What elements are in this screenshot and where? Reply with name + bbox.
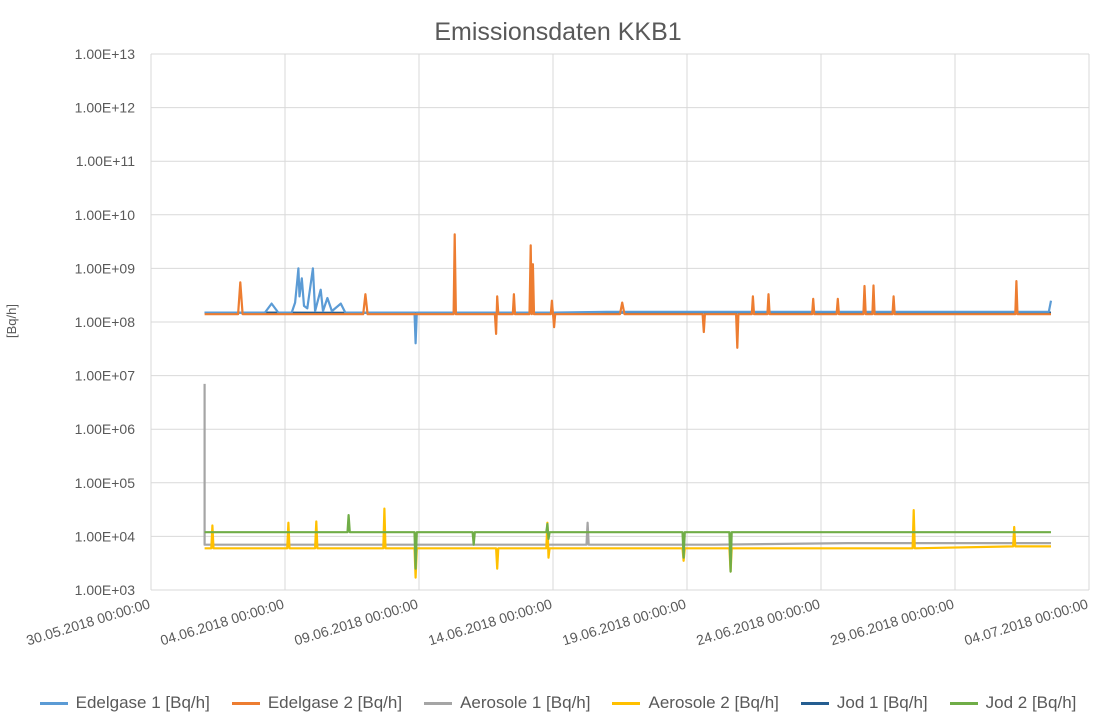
x-tick-label: 09.06.2018 00:00:00 — [292, 596, 420, 649]
y-tick-label: 1.00E+12 — [75, 100, 136, 116]
y-tick-label: 1.00E+08 — [75, 314, 136, 330]
y-tick-label: 1.00E+13 — [75, 46, 136, 62]
x-tick-label: 04.07.2018 00:00:00 — [962, 596, 1090, 649]
series-line-6 — [204, 513, 1051, 573]
y-tick-label: 1.00E+10 — [75, 207, 136, 223]
legend-item: Jod 1 [Bq/h] — [800, 693, 928, 713]
legend-item: Edelgase 1 [Bq/h] — [39, 693, 210, 713]
legend: Edelgase 1 [Bq/h] Edelgase 2 [Bq/h] Aeroso… — [0, 690, 1116, 716]
y-tick-label: 1.00E+05 — [75, 475, 136, 491]
grid — [150, 53, 1090, 591]
legend-label: Aerosole 2 [Bq/h] — [648, 693, 779, 712]
legend-label: Aerosole 1 [Bq/h] — [460, 693, 591, 712]
y-tick-label: 1.00E+09 — [75, 260, 136, 276]
legend-swatch — [949, 701, 978, 705]
y-tick-label: 1.00E+03 — [75, 582, 136, 598]
legend-swatch — [231, 701, 260, 705]
legend-item: Aerosole 2 [Bq/h] — [612, 693, 779, 713]
y-axis-label: [Bq/h] — [4, 304, 19, 338]
series-line-3 — [203, 383, 1051, 546]
series-line-4 — [204, 507, 1051, 579]
y-tick-label: 1.00E+06 — [75, 421, 136, 437]
legend-label: Edelgase 1 [Bq/h] — [75, 693, 210, 712]
legend-swatch — [612, 701, 641, 705]
x-tick-labels: 30.05.2018 00:00:00 04.06.2018 00:00:00 09… — [24, 596, 1090, 649]
x-tick-label: 24.06.2018 00:00:00 — [694, 596, 822, 649]
series-line-2 — [204, 233, 1051, 349]
chart: Emissionsdaten KKB1 [Bq/h] 1.00E+031.00E… — [4, 18, 1090, 649]
legend-swatch — [424, 701, 453, 705]
legend-swatch — [800, 701, 829, 705]
legend-swatch — [39, 701, 68, 705]
chart-title: Emissionsdaten KKB1 — [434, 18, 681, 46]
legend-item: Edelgase 2 [Bq/h] — [231, 693, 403, 713]
x-tick-label: 29.06.2018 00:00:00 — [828, 596, 956, 649]
x-tick-label: 30.05.2018 00:00:00 — [24, 596, 152, 649]
series-line-1 — [204, 267, 1053, 345]
y-tick-label: 1.00E+04 — [75, 528, 136, 544]
y-tick-label: 1.00E+11 — [76, 153, 136, 169]
y-tick-labels: 1.00E+03 1.00E+04 1.00E+05 1.00E+06 1.00E+07… — [75, 46, 136, 598]
y-tick-label: 1.00E+07 — [75, 368, 136, 384]
legend-label: Jod 1 [Bq/h] — [836, 693, 928, 712]
legend-label: Edelgase 2 [Bq/h] — [267, 693, 403, 712]
x-tick-label: 14.06.2018 00:00:00 — [426, 596, 554, 649]
legend-label: Jod 2 [Bq/h] — [985, 693, 1077, 712]
x-tick-label: 19.06.2018 00:00:00 — [560, 596, 688, 649]
series-layer — [203, 233, 1053, 579]
legend-item: Jod 2 [Bq/h] — [949, 693, 1077, 713]
x-tick-label: 04.06.2018 00:00:00 — [158, 596, 286, 649]
legend-item: Aerosole 1 [Bq/h] — [424, 693, 590, 713]
